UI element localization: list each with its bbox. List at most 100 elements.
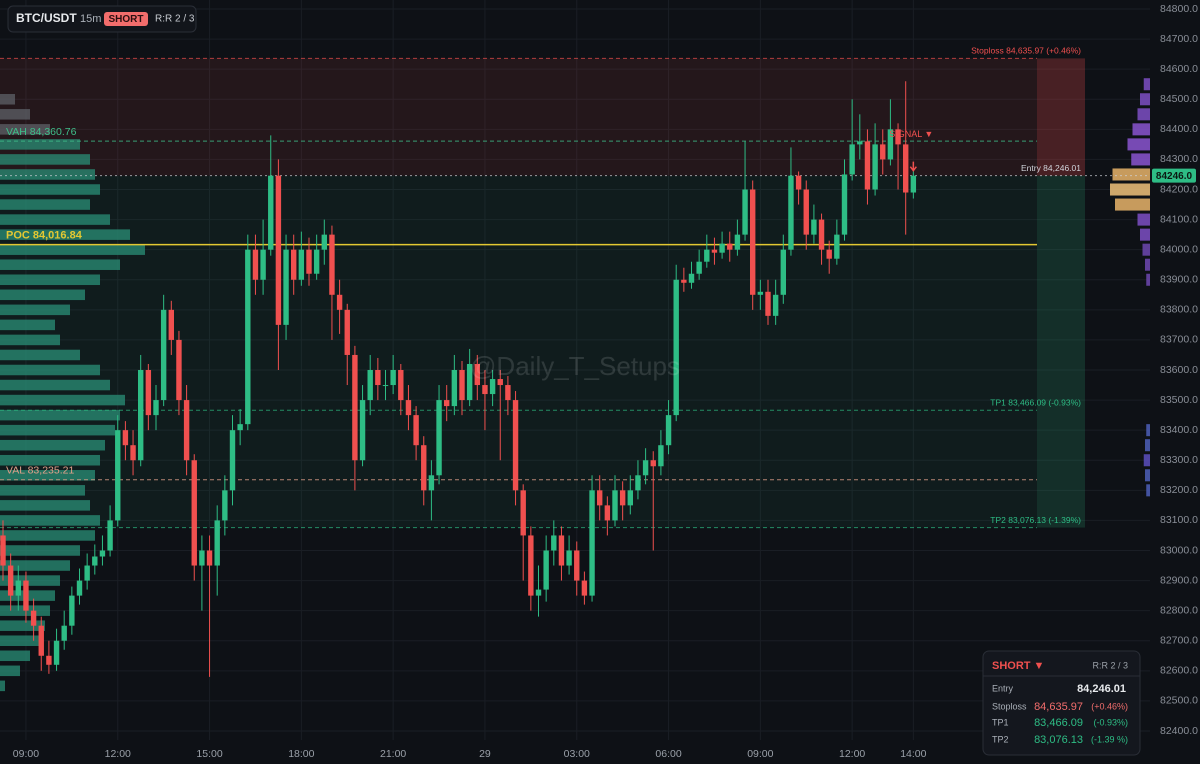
volume-bar <box>0 575 60 586</box>
candle-body <box>30 610 37 626</box>
main-layer <box>0 57 1150 677</box>
candle-body <box>84 565 90 581</box>
row-price: 84,635.97 <box>1034 701 1083 713</box>
candle-body <box>115 430 121 521</box>
candle-body <box>589 490 595 596</box>
candle-body <box>382 385 389 387</box>
value-area-label: VAL 83,235.21 <box>6 465 74 477</box>
session-volume-bar <box>1110 183 1150 196</box>
y-tick-label: 84700.0 <box>1160 33 1198 45</box>
candle-body <box>520 490 526 536</box>
candle-body <box>558 535 565 566</box>
candle-body <box>15 580 21 596</box>
candle-body <box>405 400 412 416</box>
session-volume-bar <box>1143 78 1150 91</box>
candle-body <box>765 291 771 316</box>
candle-body <box>772 294 779 316</box>
candle-body <box>76 580 83 596</box>
candle-body <box>321 234 327 250</box>
candle-body <box>199 550 205 566</box>
candle-body <box>398 370 404 401</box>
y-tick-label: 82700.0 <box>1160 635 1198 647</box>
candle-body <box>474 363 480 386</box>
candle-body <box>46 655 52 665</box>
candle-body <box>619 490 626 506</box>
candle-body <box>344 309 350 355</box>
session-volume-bar <box>1127 138 1150 151</box>
volume-bar <box>0 364 100 376</box>
candle-body <box>367 370 373 401</box>
candle-body <box>872 144 878 190</box>
candle-body <box>795 175 802 190</box>
session-volume-bar <box>1140 228 1150 241</box>
candle-body <box>750 189 756 295</box>
candle-body <box>696 261 702 274</box>
x-tick-label: 29 <box>479 748 491 760</box>
candle-body <box>597 490 603 506</box>
volume-bar <box>0 424 115 436</box>
y-tick-label: 83800.0 <box>1160 304 1198 316</box>
candle-body <box>574 550 580 581</box>
y-tick-label: 82900.0 <box>1160 574 1198 586</box>
y-tick-label: 83100.0 <box>1160 514 1198 526</box>
candle-body <box>444 400 450 407</box>
candle-body <box>466 363 473 401</box>
candle-body <box>887 129 894 160</box>
y-tick-label: 83900.0 <box>1160 274 1198 286</box>
side: SHORT <box>109 14 144 25</box>
volume-bar <box>0 394 125 406</box>
session-volume-bar <box>1145 439 1150 452</box>
candle-body <box>375 370 381 386</box>
candle-body <box>436 400 442 476</box>
level-label: TP1 83,466.09 (-0.93%) <box>990 398 1081 408</box>
candle-body <box>191 460 197 566</box>
panel-box <box>982 650 1141 756</box>
volume-bar <box>0 379 110 391</box>
candle-body <box>658 445 664 467</box>
value-area-label: POC 84,016.84 <box>6 230 83 242</box>
candle-body <box>413 415 419 446</box>
candle-body <box>268 175 274 250</box>
candle-body <box>183 400 190 461</box>
candle-body <box>313 249 320 274</box>
volume-bar <box>0 139 80 150</box>
volume-bar <box>0 154 90 165</box>
candle-body <box>352 354 358 461</box>
candle-body <box>711 249 718 253</box>
candle-body <box>298 249 305 280</box>
candle-body <box>245 249 251 425</box>
candle-body <box>742 189 748 235</box>
candle-body <box>252 249 259 280</box>
candle-body <box>811 219 817 235</box>
candle-body <box>229 430 236 491</box>
volume-bar <box>0 289 85 301</box>
y-tick-label: 83500.0 <box>1160 394 1198 406</box>
candle-body <box>834 234 840 259</box>
candle-body <box>222 490 228 521</box>
session-volume-bar <box>1137 108 1150 121</box>
symbol: BTC/USDT <box>16 11 77 25</box>
volume-bar <box>0 485 85 496</box>
candle-body <box>451 370 458 407</box>
candle-body <box>910 175 917 193</box>
candle-body <box>237 424 243 431</box>
candle-body <box>788 175 794 250</box>
candle-body <box>841 174 848 235</box>
target-zone-edge <box>1037 175 1085 528</box>
row-label: Stoploss <box>992 701 1027 711</box>
candle-body <box>903 144 909 193</box>
candle-body <box>857 141 863 145</box>
candle-body <box>214 520 220 566</box>
y-tick-label: 83300.0 <box>1160 454 1198 466</box>
candle-body <box>489 379 496 395</box>
volume-bar <box>0 545 80 556</box>
side-badge <box>104 12 148 26</box>
candle-body <box>145 370 152 416</box>
row-change: (-0.93%) <box>1093 717 1128 727</box>
session-volume-bar <box>1145 469 1150 482</box>
candle-body <box>497 379 503 386</box>
candle-body <box>642 460 649 476</box>
volume-bar <box>0 515 100 526</box>
